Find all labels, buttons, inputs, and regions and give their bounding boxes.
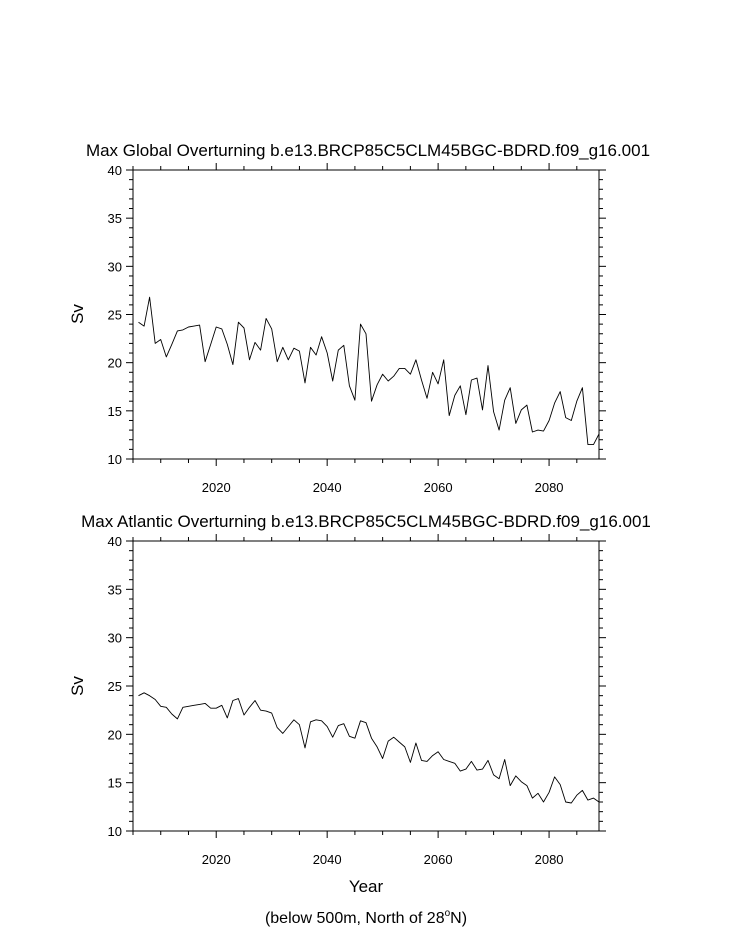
x-tick-label: 2020	[202, 852, 231, 867]
y-tick-label: 30	[108, 631, 122, 646]
x-tick-label: 2060	[424, 852, 453, 867]
y-tick-label: 20	[108, 356, 122, 371]
x-tick-label: 2080	[535, 480, 564, 495]
x-tick-label: 2080	[535, 852, 564, 867]
global-overturning-panel: Max Global Overturning b.e13.BRCP85C5CLM…	[68, 141, 650, 495]
y-tick-label: 40	[108, 163, 122, 178]
x-tick-label: 2040	[313, 480, 342, 495]
atlantic-overturning-panel: Max Atlantic Overturning b.e13.BRCP85C5C…	[68, 512, 651, 896]
y-tick-label: 35	[108, 211, 122, 226]
ticks-layer: 10 15 20 25 30 35 40 2020 2040 2060 2080	[108, 163, 606, 495]
x-tick-label: 2040	[313, 852, 342, 867]
y-tick-label: 10	[108, 452, 122, 467]
y-tick-label: 15	[108, 404, 122, 419]
x-axis-label: Year	[349, 877, 384, 896]
plot-frame	[132, 169, 600, 460]
y-tick-label: 20	[108, 727, 122, 742]
footnote-prefix: (below 500m, North of 28	[265, 910, 445, 927]
y-tick-label: 25	[108, 679, 122, 694]
series-line	[138, 692, 600, 804]
ticks-layer: 10 15 20 25 30 35 40 2020 2040 2060 2080	[108, 534, 606, 867]
y-tick-label: 40	[108, 534, 122, 549]
y-tick-label: 10	[108, 824, 122, 839]
y-tick-label: 15	[108, 776, 122, 791]
x-tick-label: 2060	[424, 480, 453, 495]
y-axis-label: Sv	[68, 304, 87, 324]
y-axis-label: Sv	[68, 676, 87, 696]
plot-frame	[132, 540, 600, 832]
x-tick-label: 2020	[202, 480, 231, 495]
footnote-suffix: N)	[450, 910, 467, 927]
chart-title: Max Atlantic Overturning b.e13.BRCP85C5C…	[81, 512, 651, 531]
footnote-degree: o	[445, 908, 451, 919]
y-tick-label: 35	[108, 582, 122, 597]
y-tick-label: 25	[108, 308, 122, 323]
chart-title: Max Global Overturning b.e13.BRCP85C5CLM…	[86, 141, 650, 160]
series-line	[138, 296, 600, 446]
footnote: (below 500m, North of 28oN)	[265, 908, 467, 927]
series-layer	[138, 692, 600, 804]
y-tick-label: 30	[108, 259, 122, 274]
series-layer	[138, 296, 600, 446]
